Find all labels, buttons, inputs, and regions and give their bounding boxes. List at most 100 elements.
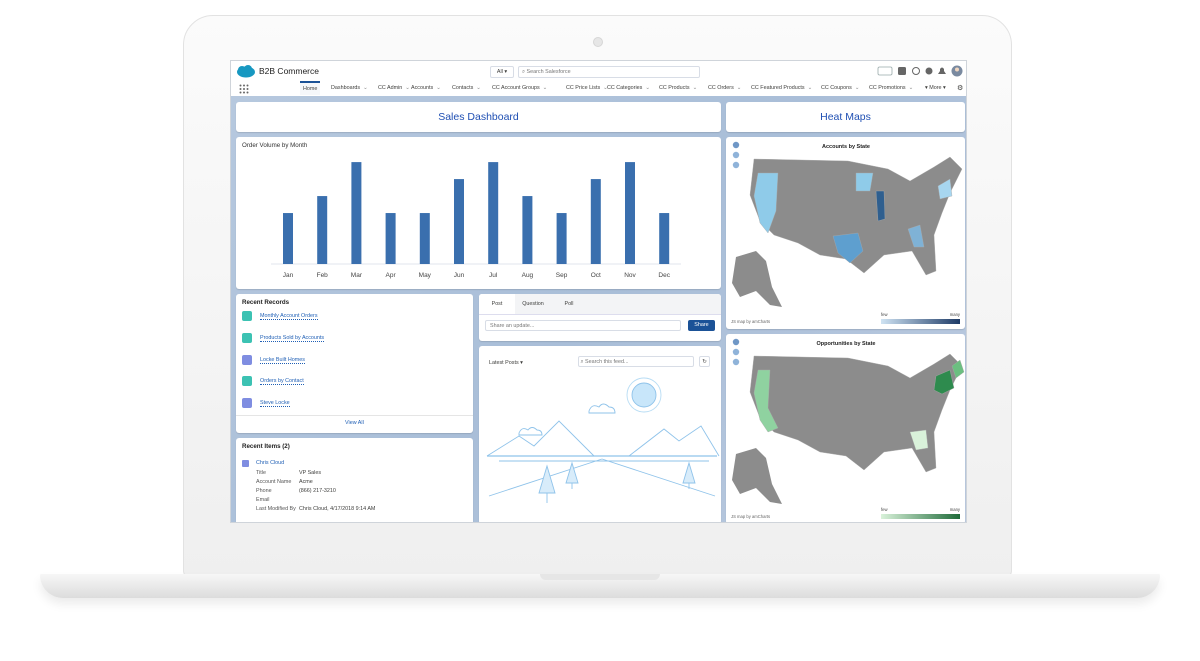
- nav-tab-label: CC Price Lists: [566, 85, 601, 91]
- nav-tab[interactable]: CC Featured Products ⌄: [748, 81, 815, 95]
- publisher-tab[interactable]: Poll: [564, 301, 574, 307]
- publisher-tab[interactable]: Question: [522, 301, 544, 307]
- nav-tab[interactable]: CC Account Groups ⌄: [489, 81, 550, 95]
- nav-caret: ⌄: [736, 85, 742, 91]
- dashboard-area: Sales Dashboard Heat Maps Order Volume b…: [231, 96, 966, 522]
- recent-records-title: Recent Records: [242, 299, 290, 306]
- global-header: B2B Commerce All ▾ ⌕ Search Salesforce: [231, 61, 966, 82]
- dashboard-title: Sales Dashboard: [438, 111, 519, 123]
- map-credit: JS map by amCharts: [731, 319, 770, 324]
- chart-panel: Order Volume by Month Jan Feb Mar Apr May Jun…: [236, 137, 721, 289]
- nav-tab[interactable]: CC Price Lists ⌄: [563, 81, 611, 95]
- recent-items: Recent Items (2) Chris Cloud Title VP Sal…: [236, 438, 473, 522]
- nav-tab-label: CC Account Groups: [492, 85, 540, 91]
- feed-sort-text: Latest Posts: [489, 360, 519, 366]
- dashboard-header: Sales Dashboard: [236, 102, 721, 132]
- state-highlight: [855, 172, 874, 192]
- record-link[interactable]: Products Sold by Accounts: [260, 334, 325, 342]
- record-link[interactable]: Steve Locke: [260, 400, 290, 408]
- share-button[interactable]: Share: [688, 320, 715, 331]
- nav-tab-label: CC Coupons: [821, 85, 852, 91]
- bar: [488, 162, 499, 264]
- nav-tab-label: CC Orders: [708, 85, 734, 91]
- heatmap-title: Heat Maps: [820, 111, 871, 123]
- nav-caret: ⌄: [436, 85, 441, 91]
- recent-items-title: Recent Items (2): [242, 443, 290, 450]
- nav-tab[interactable]: CC Products ⌄: [656, 81, 700, 95]
- us-map: [749, 353, 965, 473]
- nav-tab[interactable]: CC Categories ⌄: [604, 81, 653, 95]
- zoom-control[interactable]: [732, 348, 740, 356]
- zoom-control[interactable]: [732, 161, 740, 169]
- nav-caret: ⌄: [603, 85, 608, 91]
- field-value: VP Sales: [299, 470, 322, 476]
- x-tick-label: Sep: [556, 272, 568, 279]
- record-name[interactable]: Chris Cloud: [256, 460, 285, 466]
- nav-caret: ⌄: [854, 85, 860, 91]
- laptop-notch: [540, 574, 660, 580]
- nav-tab[interactable]: Home: [300, 81, 321, 95]
- refresh-button[interactable]: ↻: [699, 356, 710, 367]
- nav-more[interactable]: ▾ More ▾: [925, 85, 946, 91]
- publisher-tabs: [479, 294, 721, 315]
- map-title: Opportunities by State: [817, 341, 876, 347]
- bar: [351, 162, 362, 264]
- state-highlight: [753, 172, 779, 234]
- field-label: Phone: [256, 488, 272, 494]
- field-label: Account Name: [256, 479, 292, 485]
- nav-tab-label: Dashboards: [331, 85, 361, 91]
- nav-tab[interactable]: Accounts ⌄: [408, 81, 444, 95]
- alaska: [732, 448, 782, 504]
- x-tick-label: Apr: [386, 272, 397, 279]
- record-link[interactable]: Locke Built Homes: [260, 356, 305, 364]
- zoom-control[interactable]: [732, 151, 740, 159]
- feed-sort[interactable]: Latest Posts ▾: [489, 360, 523, 366]
- legend-bar: [881, 514, 960, 519]
- nav-tab[interactable]: CC Promotions ⌄: [866, 81, 916, 95]
- search-placeholder: Search Salesforce: [526, 69, 571, 75]
- x-tick-label: Feb: [317, 272, 329, 279]
- state-highlight: [753, 369, 779, 433]
- nav-caret: ⌄: [363, 85, 368, 91]
- search-scope-text: All: [496, 69, 503, 75]
- heat-map: Accounts by State JS map by amCharts few ma…: [731, 141, 963, 324]
- record-icon: [242, 354, 252, 365]
- states: [749, 156, 963, 276]
- field-label: Email: [256, 497, 270, 503]
- nav-tab-label: CC Admin: [378, 85, 403, 91]
- field-value: Acme: [299, 479, 313, 485]
- nav-tab[interactable]: CC Coupons ⌄: [818, 81, 862, 95]
- zoom-control[interactable]: [732, 338, 740, 346]
- record-icon: [242, 460, 249, 467]
- record-link[interactable]: Monthly Account Orders: [260, 313, 318, 320]
- nav-caret: ⌄: [908, 85, 914, 91]
- nav-tab[interactable]: CC Admin ⌄: [375, 81, 413, 95]
- nav-tab[interactable]: Contacts ⌄: [449, 81, 484, 95]
- search-box[interactable]: ⌕ Search Salesforce: [518, 66, 700, 78]
- update-input[interactable]: Share an update...: [485, 320, 681, 331]
- bar: [283, 213, 293, 264]
- zoom-control[interactable]: [732, 141, 740, 149]
- map-credit: JS map by amCharts: [731, 514, 770, 519]
- legend-bar: [881, 319, 960, 324]
- nav-tab-label: CC Products: [659, 85, 690, 91]
- zoom-control[interactable]: [732, 358, 740, 366]
- nav-settings[interactable]: ⚙: [957, 85, 964, 92]
- nav-tab-label: CC Categories: [607, 85, 643, 91]
- feed-search[interactable]: ⌕ Search this feed...: [578, 356, 694, 367]
- chart-title: Order Volume by Month: [242, 142, 308, 149]
- nav-tab-label: CC Featured Products: [751, 85, 805, 91]
- nav-tab[interactable]: Dashboards ⌄: [328, 81, 371, 95]
- app-launcher[interactable]: [239, 84, 249, 94]
- nav-more-text: More: [929, 85, 942, 91]
- bar: [590, 179, 601, 264]
- nav-tab[interactable]: CC Orders ⌄: [705, 81, 744, 95]
- state-highlight: [937, 178, 953, 200]
- search-scope[interactable]: All ▾: [490, 66, 514, 78]
- legend-high: many: [950, 312, 961, 317]
- publisher-tab[interactable]: Post: [479, 294, 515, 314]
- record-link[interactable]: Orders by Contact: [260, 378, 304, 386]
- legend-low: few: [881, 507, 888, 512]
- view-all[interactable]: View All: [345, 420, 364, 426]
